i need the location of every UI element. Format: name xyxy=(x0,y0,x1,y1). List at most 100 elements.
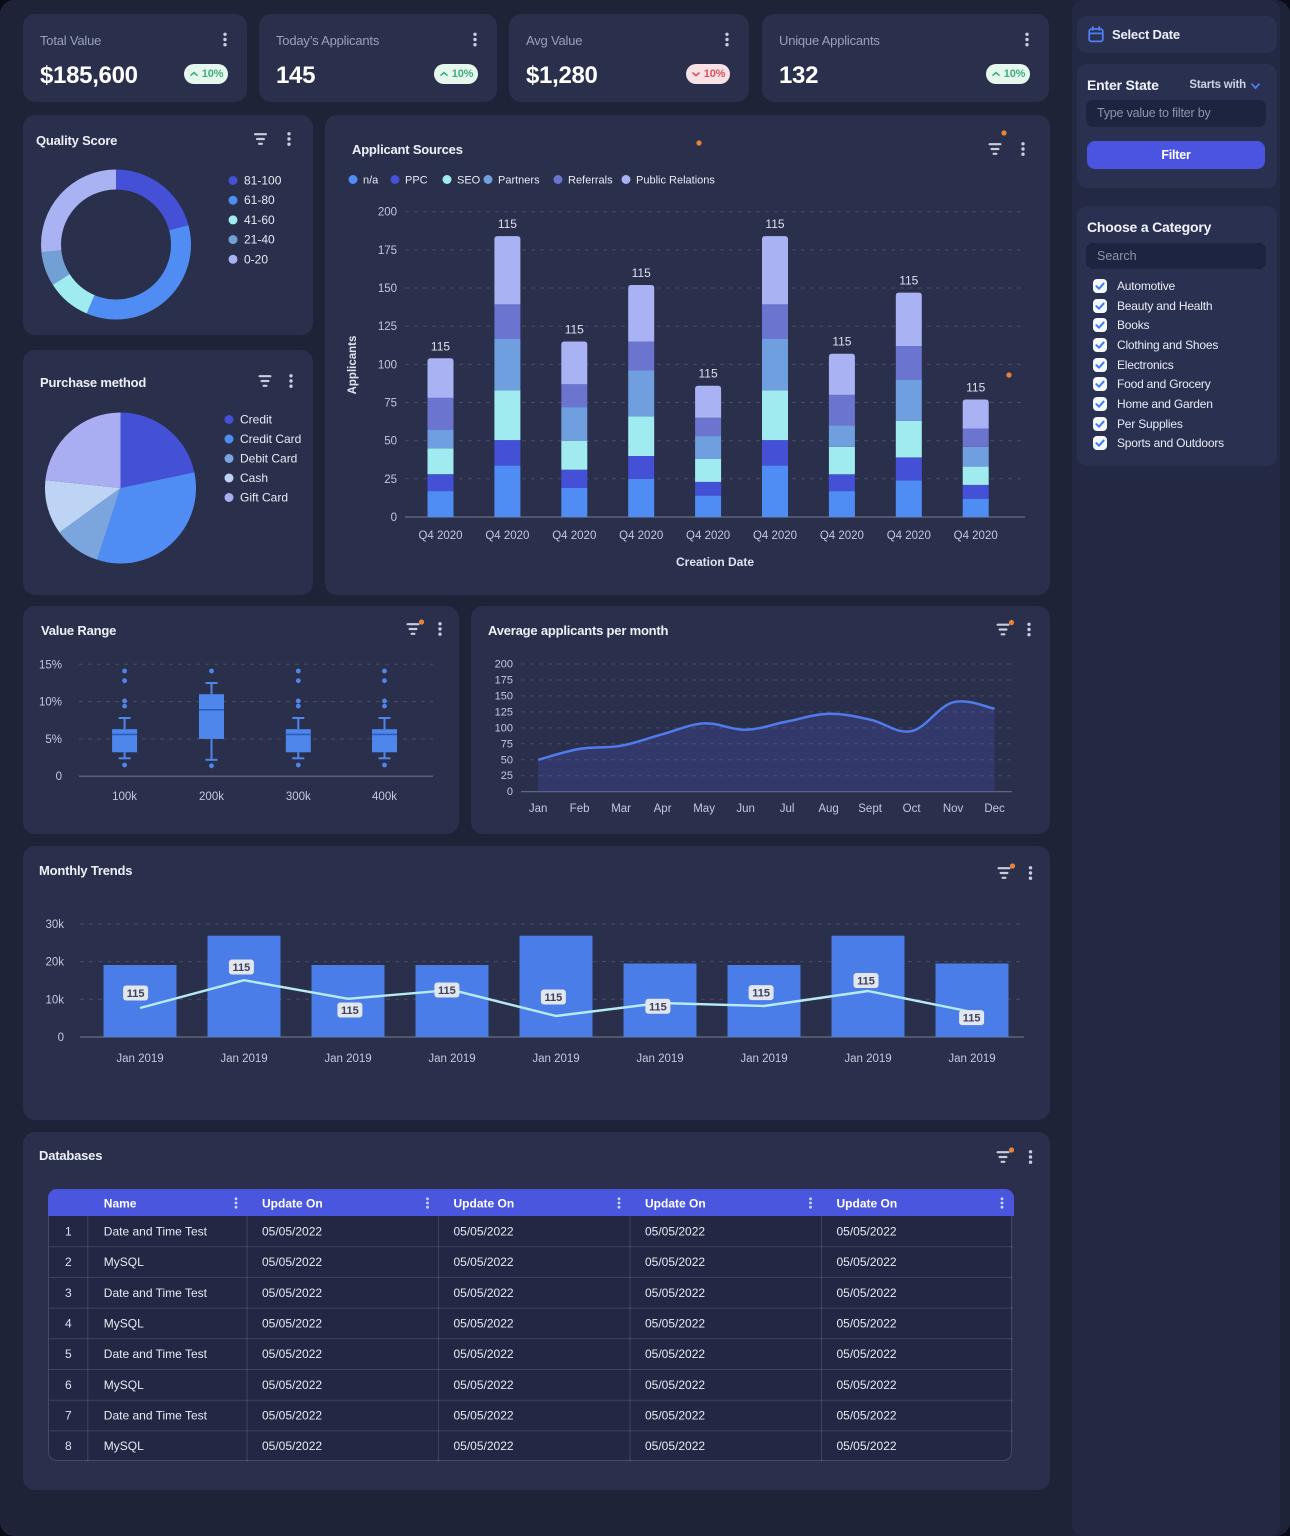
svg-text:10%: 10% xyxy=(39,697,62,709)
svg-text:100: 100 xyxy=(378,359,397,371)
svg-text:05/05/2022: 05/05/2022 xyxy=(645,1225,705,1239)
svg-text:115: 115 xyxy=(545,992,563,1004)
svg-text:175: 175 xyxy=(378,245,397,257)
svg-text:0: 0 xyxy=(391,512,397,524)
svg-text:61-80: 61-80 xyxy=(244,193,275,207)
svg-text:150: 150 xyxy=(495,690,513,702)
svg-text:115: 115 xyxy=(832,335,851,349)
svg-text:75: 75 xyxy=(384,398,397,410)
svg-text:05/05/2022: 05/05/2022 xyxy=(454,1286,514,1300)
svg-text:Mar: Mar xyxy=(611,803,631,815)
svg-text:100: 100 xyxy=(495,722,513,734)
svg-text:5%: 5% xyxy=(45,734,62,746)
svg-text:0: 0 xyxy=(507,786,513,798)
svg-text:05/05/2022: 05/05/2022 xyxy=(645,1286,705,1300)
svg-text:Referrals: Referrals xyxy=(568,175,613,187)
svg-text:115: 115 xyxy=(765,217,784,231)
svg-text:05/05/2022: 05/05/2022 xyxy=(837,1409,897,1423)
svg-text:05/05/2022: 05/05/2022 xyxy=(262,1409,322,1423)
svg-text:MySQL: MySQL xyxy=(104,1378,144,1392)
svg-text:Q4 2020: Q4 2020 xyxy=(954,530,998,542)
svg-text:200: 200 xyxy=(495,659,513,671)
svg-text:Q4 2020: Q4 2020 xyxy=(686,530,730,542)
svg-text:115: 115 xyxy=(899,274,918,288)
svg-text:Date and Time Test: Date and Time Test xyxy=(104,1225,208,1239)
svg-text:05/05/2022: 05/05/2022 xyxy=(837,1286,897,1300)
svg-text:15%: 15% xyxy=(39,659,62,671)
svg-text:MySQL: MySQL xyxy=(104,1440,144,1454)
svg-text:Debit Card: Debit Card xyxy=(240,452,297,466)
svg-text:115: 115 xyxy=(233,962,251,974)
svg-text:Date and Time Test: Date and Time Test xyxy=(104,1348,208,1362)
svg-text:Update On: Update On xyxy=(262,1197,323,1211)
svg-text:Credit Card: Credit Card xyxy=(240,432,301,446)
svg-text:4: 4 xyxy=(65,1317,72,1331)
svg-text:115: 115 xyxy=(341,1005,359,1017)
svg-text:Update On: Update On xyxy=(837,1197,898,1211)
svg-text:50: 50 xyxy=(384,436,397,448)
svg-text:05/05/2022: 05/05/2022 xyxy=(645,1378,705,1392)
svg-text:115: 115 xyxy=(857,976,875,988)
svg-text:05/05/2022: 05/05/2022 xyxy=(837,1378,897,1392)
svg-text:75: 75 xyxy=(501,738,513,750)
svg-text:Jul: Jul xyxy=(780,803,795,815)
svg-text:25: 25 xyxy=(501,770,513,782)
svg-text:Jan 2019: Jan 2019 xyxy=(636,1053,683,1065)
svg-text:Partners: Partners xyxy=(498,175,540,187)
svg-text:Q4 2020: Q4 2020 xyxy=(485,530,529,542)
svg-text:05/05/2022: 05/05/2022 xyxy=(454,1255,514,1269)
svg-text:05/05/2022: 05/05/2022 xyxy=(454,1409,514,1423)
svg-text:Jan: Jan xyxy=(529,803,548,815)
svg-text:115: 115 xyxy=(498,217,517,231)
svg-text:05/05/2022: 05/05/2022 xyxy=(262,1440,322,1454)
svg-text:81-100: 81-100 xyxy=(244,174,282,188)
svg-text:05/05/2022: 05/05/2022 xyxy=(645,1317,705,1331)
svg-text:41-60: 41-60 xyxy=(244,213,275,227)
svg-text:05/05/2022: 05/05/2022 xyxy=(262,1348,322,1362)
svg-text:05/05/2022: 05/05/2022 xyxy=(454,1317,514,1331)
svg-text:Q4 2020: Q4 2020 xyxy=(820,530,864,542)
svg-text:3: 3 xyxy=(65,1286,72,1300)
svg-text:05/05/2022: 05/05/2022 xyxy=(262,1317,322,1331)
svg-text:Aug: Aug xyxy=(818,803,838,815)
svg-text:Credit: Credit xyxy=(240,413,273,427)
svg-text:150: 150 xyxy=(378,283,397,295)
svg-text:Sept: Sept xyxy=(858,803,882,815)
svg-text:400k: 400k xyxy=(372,791,397,803)
svg-text:Applicants: Applicants xyxy=(347,336,359,395)
svg-text:Jan 2019: Jan 2019 xyxy=(844,1053,891,1065)
svg-text:05/05/2022: 05/05/2022 xyxy=(645,1440,705,1454)
svg-text:20k: 20k xyxy=(45,957,64,969)
svg-text:05/05/2022: 05/05/2022 xyxy=(837,1317,897,1331)
svg-text:100k: 100k xyxy=(112,791,137,803)
svg-text:30k: 30k xyxy=(45,919,64,931)
svg-text:05/05/2022: 05/05/2022 xyxy=(837,1225,897,1239)
svg-text:05/05/2022: 05/05/2022 xyxy=(454,1440,514,1454)
svg-text:05/05/2022: 05/05/2022 xyxy=(262,1286,322,1300)
svg-text:05/05/2022: 05/05/2022 xyxy=(837,1255,897,1269)
svg-text:Jan 2019: Jan 2019 xyxy=(948,1053,995,1065)
svg-text:5: 5 xyxy=(65,1348,72,1362)
svg-text:05/05/2022: 05/05/2022 xyxy=(454,1225,514,1239)
svg-text:05/05/2022: 05/05/2022 xyxy=(645,1255,705,1269)
svg-text:Jan 2019: Jan 2019 xyxy=(220,1053,267,1065)
svg-text:Update On: Update On xyxy=(645,1197,706,1211)
svg-text:10k: 10k xyxy=(45,994,64,1006)
svg-text:Apr: Apr xyxy=(654,803,672,815)
svg-text:Name: Name xyxy=(104,1197,137,1211)
svg-text:25: 25 xyxy=(384,474,397,486)
svg-text:115: 115 xyxy=(431,339,450,353)
svg-text:Jan 2019: Jan 2019 xyxy=(428,1053,475,1065)
svg-text:Jan 2019: Jan 2019 xyxy=(324,1053,371,1065)
svg-text:2: 2 xyxy=(65,1255,72,1269)
svg-text:05/05/2022: 05/05/2022 xyxy=(262,1225,322,1239)
svg-text:115: 115 xyxy=(438,985,456,997)
svg-text:Nov: Nov xyxy=(943,803,964,815)
svg-text:115: 115 xyxy=(966,381,985,395)
svg-text:Q4 2020: Q4 2020 xyxy=(753,530,797,542)
svg-text:Gift Card: Gift Card xyxy=(240,491,288,505)
svg-text:Q4 2020: Q4 2020 xyxy=(418,530,462,542)
svg-text:300k: 300k xyxy=(286,791,311,803)
svg-text:Cash: Cash xyxy=(240,471,268,485)
svg-text:6: 6 xyxy=(65,1378,72,1392)
